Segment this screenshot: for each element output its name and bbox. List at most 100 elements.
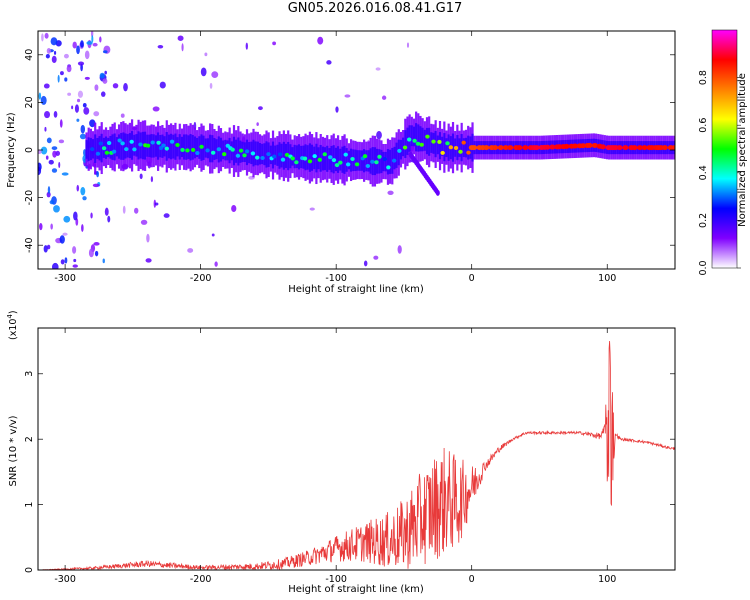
spectrogram-band [323,147,327,171]
spectrogram-noise-cell [82,196,87,201]
spectrogram-noise-cell [63,53,69,59]
spectrogram-band [191,134,194,160]
spectrogram-ridge-cell [631,145,638,151]
spectrogram-noise-cell [80,40,84,48]
spectrogram-band [87,137,90,162]
spectrogram-noise-cell [94,84,99,91]
spectrogram-ridge-cell [591,142,598,148]
spectrogram-band [115,137,118,157]
spectrogram-ridge-cell [272,154,277,159]
spectrogram-band [434,130,437,158]
spectrogram-band [310,144,314,171]
spectrogram-band [248,142,251,164]
spectrogram-band [237,137,240,166]
spectrogram-noise-cell [44,32,49,39]
spectrogram-band [297,144,301,170]
spectrogram-band [135,134,138,157]
spectrogram-noise-cell [60,71,64,76]
spectrogram-band [406,127,409,155]
spectrogram-band [85,140,88,159]
spectrogram-noise-cell [81,224,84,232]
spectrogram-band [94,134,97,163]
spectrogram-noise-cell [46,47,51,54]
spectrogram-ridge-cell [391,158,397,163]
spectrogram-noise-cell [77,90,84,98]
spectrogram-band [154,135,158,157]
spectrogram-ridge-cell [104,150,110,155]
spectrogram-y-tick-label: 40 [24,49,35,61]
spectrogram-ridge-cell [210,150,216,155]
spectrogram-ridge-cell [266,152,271,157]
spectrogram-band [226,140,229,161]
spectrogram-band [193,136,197,159]
spectrogram-band [113,133,116,161]
spectrogram-ridge-cell [334,163,340,168]
spectrogram-noise-cell [41,33,44,42]
spectrogram-band [412,126,416,147]
spectrogram-band [258,143,262,165]
spectrogram-noise-cell [84,50,90,60]
spectrogram-noise-cell [67,92,72,96]
spectrogram-ridge-cell [544,144,551,150]
spectrogram-band [404,130,407,159]
spectrogram-noise-cell [46,191,51,198]
spectrogram-noise-cell [326,60,332,65]
spectrogram-ridge-cell [331,158,337,163]
spectrogram-noise-cell [64,257,68,264]
spectrogram-ridge-cell [90,147,95,152]
spectrogram-ridge-cell [280,157,286,162]
spectrogram-noise-cell [187,248,194,253]
colorbar-gradient [711,29,738,269]
spectrogram-ridge-cell [322,152,327,157]
spectrogram-noise-cell [99,36,102,43]
spectrogram-band [261,143,264,165]
spectrogram-band [367,150,370,172]
spectrogram-noise-cell [84,76,90,80]
spectrogram-band [308,143,311,172]
spectrogram-ridge-cell [471,145,478,151]
spectrogram-band [117,134,121,159]
snr-series-line [38,340,675,570]
spectrogram-noise-cell [40,146,48,155]
spectrogram-ridge-cell [205,148,210,153]
spectrogram-band [170,133,173,160]
spectrogram-ridge-cell [145,143,151,148]
spectrogram-noise-cell [96,170,100,178]
spectrogram-ridge-cell [345,162,351,167]
spectrogram-band [438,132,442,160]
spectrogram-band [365,150,368,172]
spectrogram-noise-cell [73,211,78,221]
spectrogram-noise-cell [112,83,119,89]
snr-y-scale: (x104) [6,310,19,340]
spectrogram-noise-cell [74,104,79,113]
spectrogram-band [222,140,225,160]
spectrogram-noise-cell [52,262,59,269]
spectrogram-noise-cell [43,83,50,89]
spectrogram-band [425,127,429,155]
spectrogram-y-tick-label: 0 [24,147,35,153]
spectrogram-noise-cell [66,64,72,73]
spectrogram-ridge-cell [370,159,375,164]
spectrogram-ridge-cell [190,147,196,152]
spectrogram-tail-cell [435,189,440,196]
spectrogram-noise-cell [107,215,111,223]
spectrogram-band [126,134,129,158]
spectrogram-noise-cell [209,82,213,89]
spectrogram-noise-cell [46,137,52,144]
spectrogram-band [443,133,446,162]
spectrogram-band [133,134,136,156]
spectrogram-noise-cell [57,74,60,83]
spectrogram-ridge-cell [317,157,322,162]
colorbar-tick-label: 0.2 [698,213,709,228]
spectrogram-band [196,137,199,158]
spectrogram-noise-cell [72,246,77,254]
spectrogram-band [467,135,470,160]
spectrogram-ridge-cell [365,164,371,169]
spectrogram-noise-cell [139,173,143,180]
spectrogram-noise-cell [88,248,94,258]
spectrogram-band [141,131,145,160]
spectrogram-ridge-cell [466,150,471,155]
spectrogram-noise-cell [123,82,128,92]
spectrogram-ridge-cell [222,152,227,157]
spectrogram-ridge-cell [307,159,313,164]
